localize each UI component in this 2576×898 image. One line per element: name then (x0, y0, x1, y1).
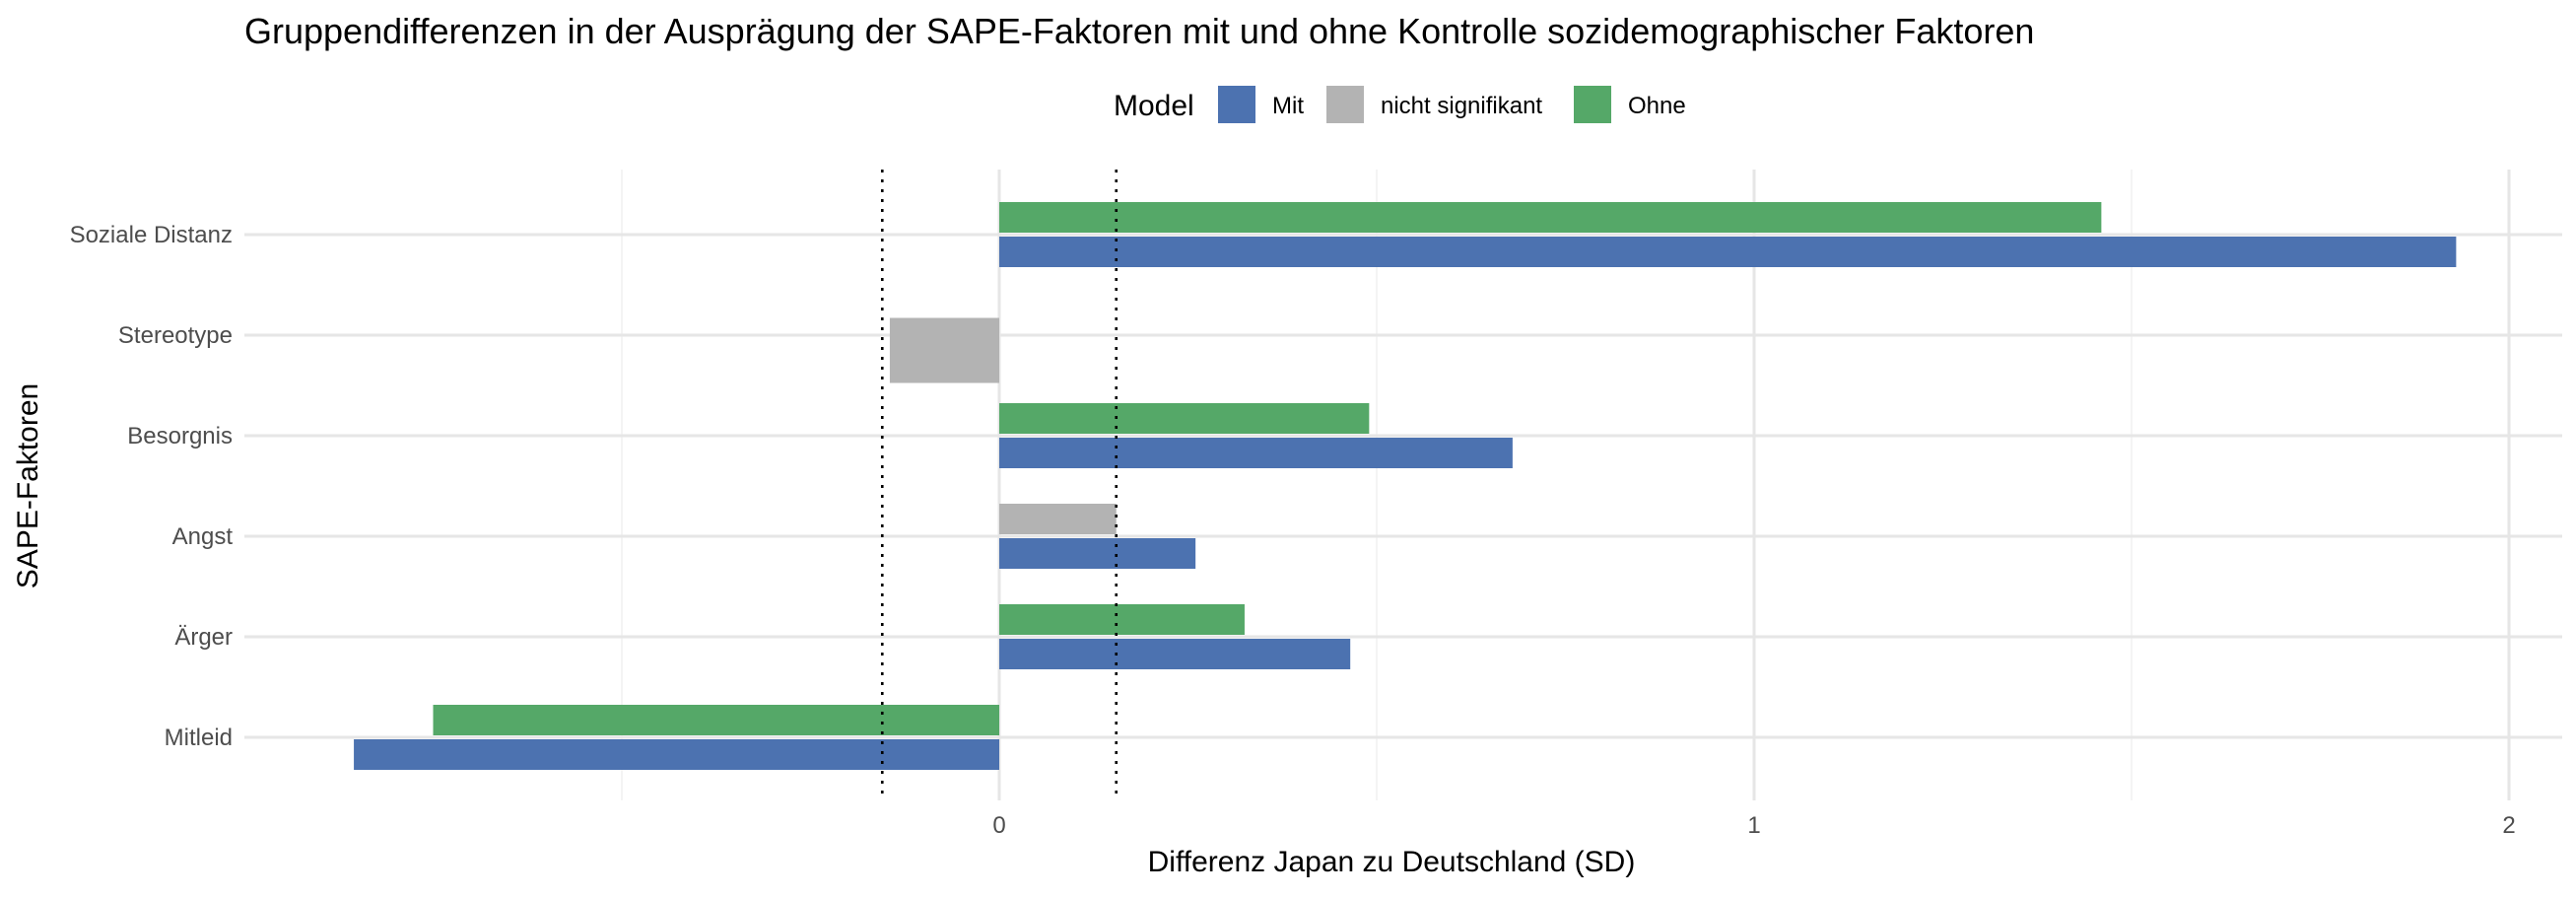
legend-label-nicht-signifikant: nicht signifikant (1381, 93, 1542, 119)
x-tick-label: 1 (1747, 812, 1760, 839)
y-tick-label: Besorgnis (127, 423, 233, 449)
grid-layer (244, 170, 2562, 800)
legend-label-mit: Mit (1272, 93, 1304, 119)
legend-key-nicht-signifikant (1326, 86, 1364, 123)
x-tick-label: 0 (992, 812, 1005, 839)
legend-label-ohne: Ohne (1628, 93, 1686, 119)
bar-aerger-mit (999, 639, 1351, 669)
bar-angst-nicht-signifikant (999, 504, 1117, 534)
y-tick-label: Soziale Distanz (70, 222, 233, 248)
y-tick-label: Ärger (174, 624, 233, 651)
bars-layer (354, 202, 2457, 770)
bar-besorgnis-mit (999, 438, 1513, 468)
bar-soziale-distanz-mit (999, 237, 2457, 267)
bar-mitleid-mit (354, 739, 999, 770)
bar-angst-mit (999, 538, 1196, 569)
chart-title: Gruppendifferenzen in der Ausprägung der… (244, 11, 2034, 51)
bar-stereotype-nicht-signifikant (889, 317, 999, 383)
y-axis-title: SAPE-Faktoren (12, 383, 44, 588)
x-axis-title: Differenz Japan zu Deutschland (SD) (1148, 846, 1636, 878)
bar-besorgnis-ohne (999, 403, 1370, 434)
labels-layer: 0 1 2 Soziale Distanz Stereotype Besorgnis Ang… (70, 222, 2516, 839)
bar-soziale-distanz-ohne (999, 202, 2102, 233)
legend-key-ohne (1574, 86, 1611, 123)
reference-lines-layer (880, 170, 1119, 800)
x-tick-label: 2 (2502, 812, 2515, 839)
legend-title: Model (1114, 90, 1194, 122)
y-tick-label: Mitleid (165, 725, 233, 751)
y-tick-label: Stereotype (118, 322, 233, 349)
legend: Model Mit nicht signifikant Ohne (1114, 86, 1686, 123)
y-tick-label: Angst (172, 523, 234, 550)
bar-mitleid-ohne (433, 705, 999, 735)
bar-aerger-ohne (999, 604, 1245, 635)
legend-key-mit (1218, 86, 1255, 123)
